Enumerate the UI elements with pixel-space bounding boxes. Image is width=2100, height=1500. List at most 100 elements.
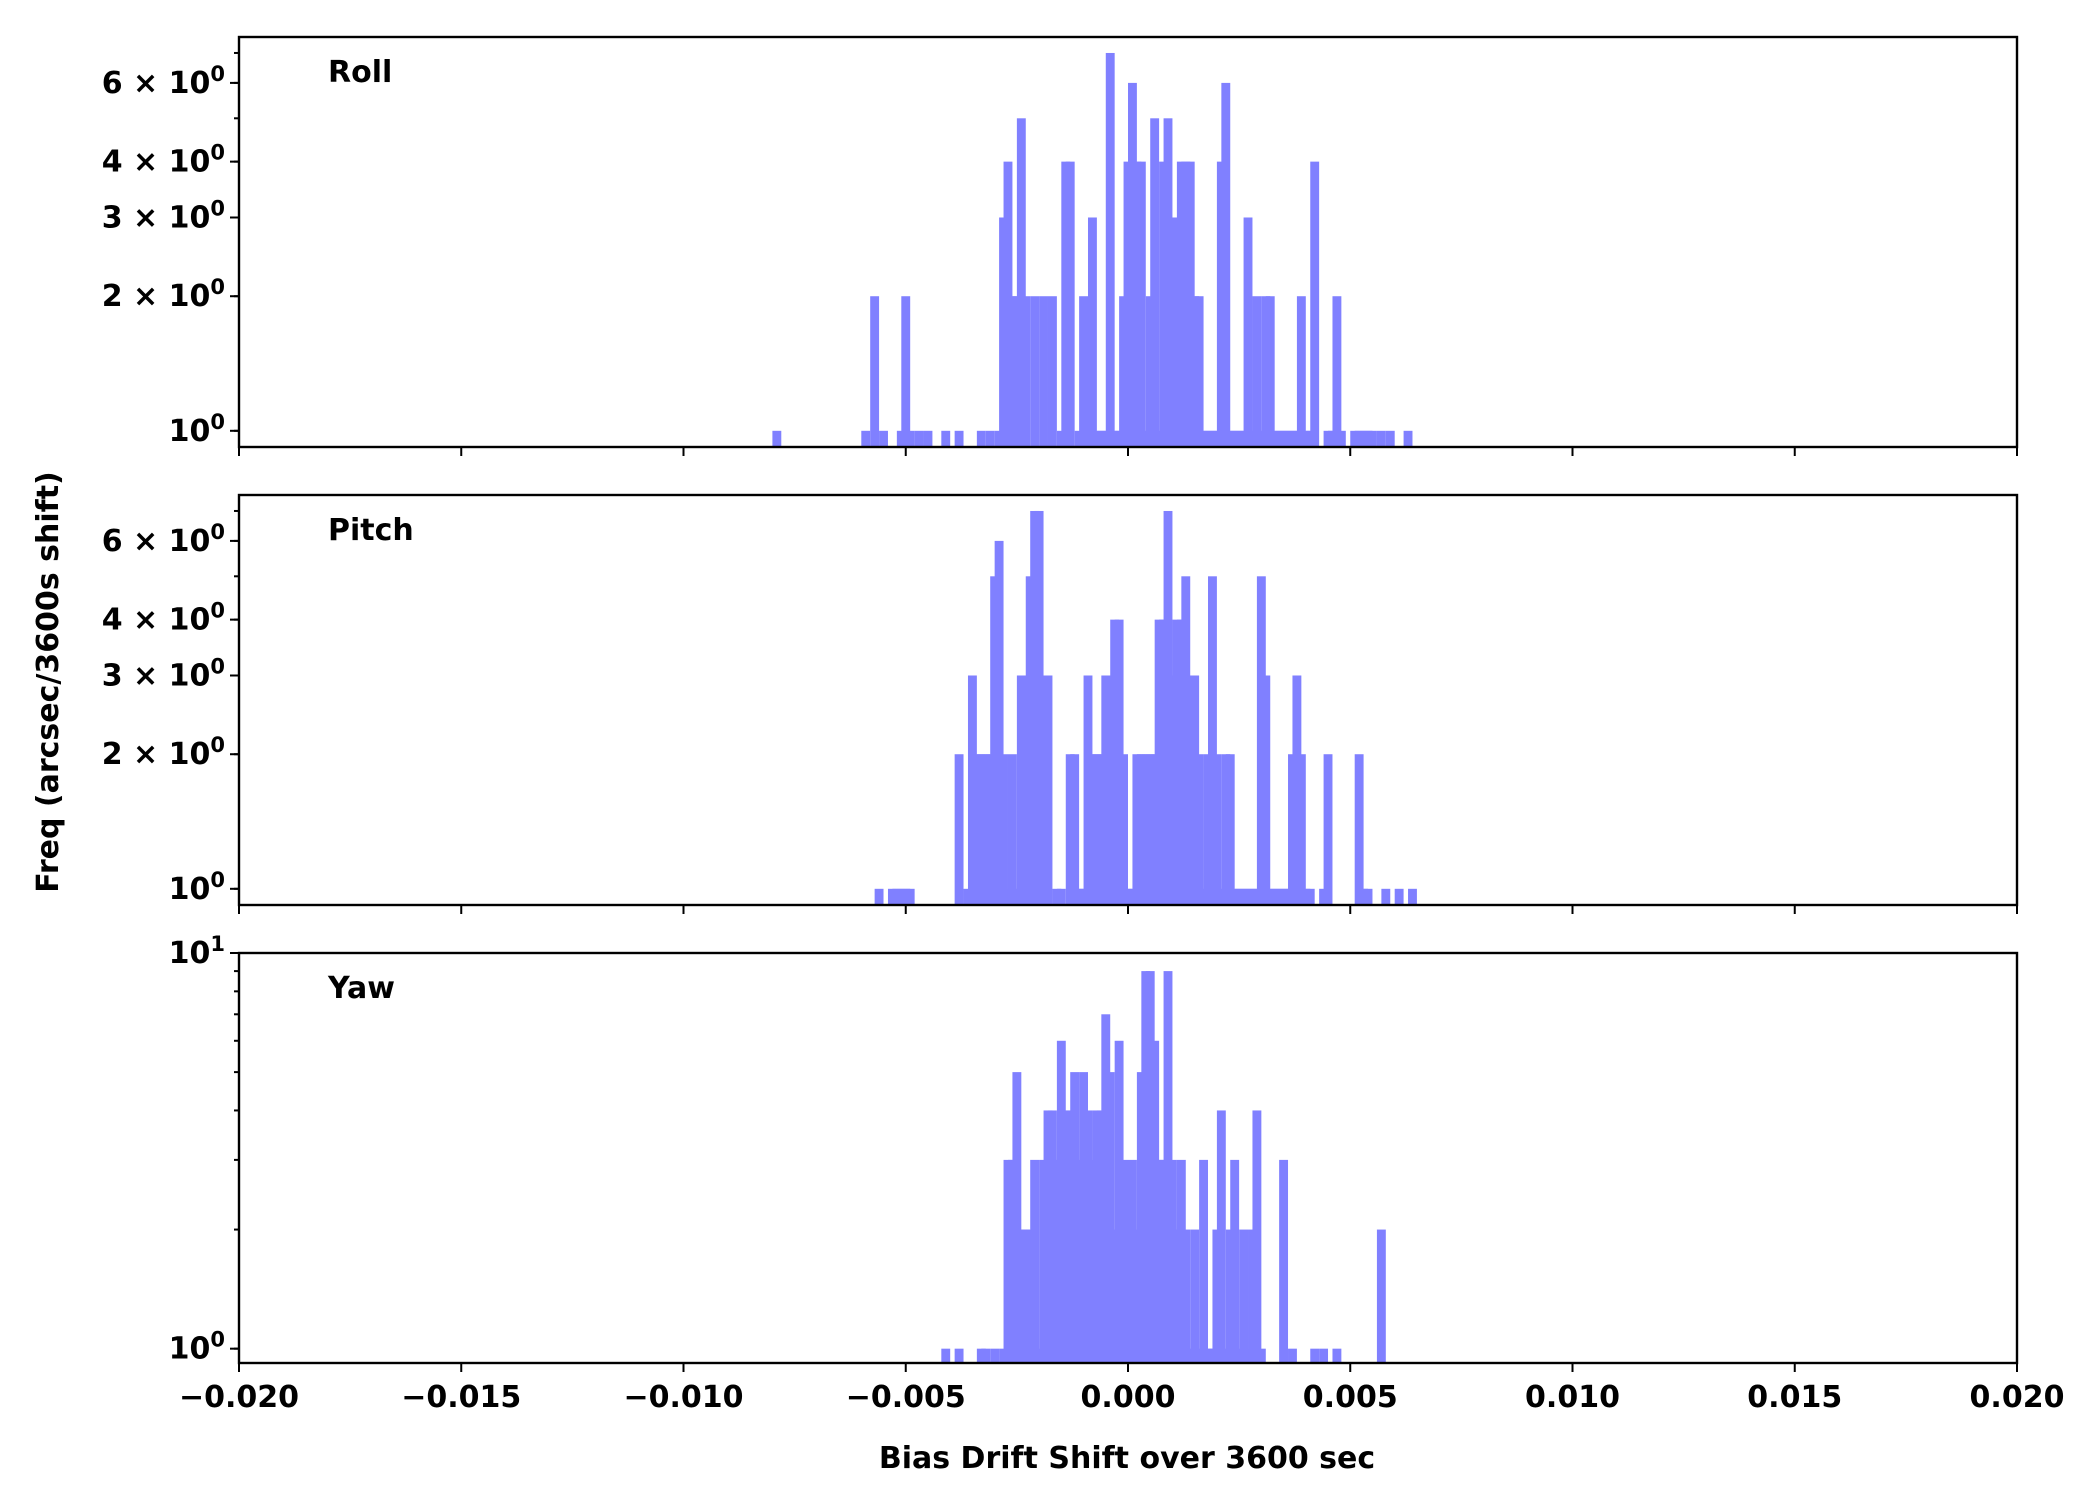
histogram-bar	[1025, 1229, 1035, 1363]
histogram-bar	[954, 754, 964, 905]
histogram-bar	[1354, 754, 1364, 905]
histogram-bar	[1136, 161, 1146, 447]
histogram-bar	[1256, 576, 1266, 905]
y-tick-label: 100	[169, 1328, 225, 1367]
histogram-bar	[954, 1348, 964, 1363]
histogram-bar	[1199, 430, 1209, 447]
histogram-bar	[1114, 619, 1124, 905]
histogram-bar	[870, 296, 880, 447]
histogram-bar	[1199, 1159, 1209, 1363]
histogram-bar	[1150, 1040, 1160, 1363]
histogram-bar	[1087, 217, 1097, 447]
histogram-bar	[1061, 1110, 1071, 1363]
y-tick-label: 6 × 100	[102, 62, 225, 101]
histogram-bar	[1319, 888, 1329, 905]
histogram-bar	[1132, 161, 1142, 447]
histogram-bar	[981, 1348, 991, 1363]
histogram-bar	[1261, 675, 1271, 905]
x-tick-label: 0.005	[1303, 1380, 1398, 1415]
histogram-bar	[1025, 576, 1035, 905]
histogram-bar	[1092, 1110, 1102, 1363]
histogram-bar	[1199, 888, 1209, 905]
histogram-bar	[985, 430, 995, 447]
histogram-bar	[1043, 675, 1053, 905]
histogram-bar	[1132, 1229, 1142, 1363]
histogram-bar	[1030, 296, 1040, 447]
y-tick-label: 100	[169, 410, 225, 449]
histogram-bar	[1061, 161, 1071, 447]
histogram-bar	[1119, 1159, 1128, 1363]
histogram-bar	[861, 430, 871, 447]
histogram-bar	[1021, 296, 1031, 447]
x-tick-label: 0.000	[1081, 1380, 1176, 1415]
histogram-bar	[1212, 430, 1222, 447]
histogram-bar	[1003, 1159, 1013, 1363]
y-axis-label: Freq (arcsec/3600s shift)	[31, 471, 66, 893]
histogram-bar	[1279, 430, 1289, 447]
histogram-bar	[1296, 296, 1306, 447]
histogram-bar	[1368, 430, 1377, 447]
histogram-bar	[1261, 296, 1271, 447]
panels: 100 2 × 100 3 × 100 4 × 100 6 × 100 Roll 100 2 …	[102, 35, 2064, 1415]
histogram-bar	[1194, 1348, 1204, 1363]
y-tick-label: 3 × 100	[102, 654, 225, 693]
histogram-bar	[1056, 888, 1066, 905]
x-axis-label: Bias Drift Shift over 3600 sec	[879, 1441, 1375, 1476]
panel-label: Yaw	[327, 971, 395, 1006]
y-tick-label: 2 × 100	[102, 733, 225, 772]
histogram-bar	[1065, 754, 1075, 905]
histogram-bar	[1248, 430, 1257, 447]
histogram-bar	[1012, 888, 1022, 905]
histogram-bar	[1239, 1229, 1249, 1363]
histogram-bar	[1065, 161, 1075, 447]
x-tick-label: −0.005	[846, 1380, 966, 1415]
histogram-bar	[1092, 754, 1102, 905]
histogram-bar	[1163, 118, 1173, 448]
histogram-bar	[1363, 430, 1373, 447]
histogram-bar	[1123, 888, 1133, 905]
histogram-bar	[1305, 430, 1315, 447]
histogram-bar	[1208, 576, 1217, 905]
histogram-bar	[1185, 161, 1195, 447]
histogram-bar	[1176, 161, 1186, 447]
histogram-bar	[1310, 1348, 1320, 1363]
histogram-bar	[1039, 1159, 1048, 1363]
histogram-bar	[1150, 754, 1160, 905]
histogram-bar	[905, 888, 915, 905]
histogram-bar	[772, 430, 782, 447]
histogram-bar	[879, 430, 888, 447]
histogram-bar	[994, 430, 1004, 447]
histogram-bar	[1136, 1072, 1146, 1363]
histogram-bar	[1105, 1072, 1115, 1363]
histogram-bar	[1408, 888, 1417, 905]
x-tick-label: −0.010	[623, 1380, 743, 1415]
histogram-bar	[914, 430, 924, 447]
histogram-bar	[1376, 430, 1386, 447]
histogram-bar	[990, 1348, 1000, 1363]
histogram-bar	[1074, 888, 1084, 905]
histogram-bar	[1292, 430, 1302, 447]
y-tick-label: 100	[169, 868, 225, 907]
histogram-bar	[1185, 1348, 1195, 1363]
histogram-bar	[1363, 888, 1373, 905]
histogram-bar	[1070, 754, 1080, 905]
histogram-bar	[923, 430, 933, 447]
histogram-bar	[1181, 1229, 1191, 1363]
histogram-bar	[1123, 161, 1133, 447]
histogram-bar	[1319, 1348, 1329, 1363]
histogram-bar	[1003, 161, 1013, 447]
histogram-bar	[1101, 675, 1111, 905]
histogram-bar	[1265, 296, 1275, 447]
histogram-bar	[1150, 118, 1160, 448]
y-tick-label: 3 × 100	[102, 196, 225, 235]
histogram-bar	[1123, 1348, 1133, 1363]
panel-pitch: 100 2 × 100 3 × 100 4 × 100 6 × 100 Pitch	[102, 493, 2019, 914]
histogram-bar	[1007, 754, 1017, 905]
histogram-bar	[999, 754, 1008, 905]
histogram-bar	[1052, 1159, 1062, 1363]
panel-label: Pitch	[328, 513, 414, 548]
bars	[874, 510, 1417, 905]
histogram-bar	[1310, 161, 1320, 447]
histogram-bar	[1248, 1229, 1257, 1363]
histogram-bar	[1252, 1110, 1262, 1363]
